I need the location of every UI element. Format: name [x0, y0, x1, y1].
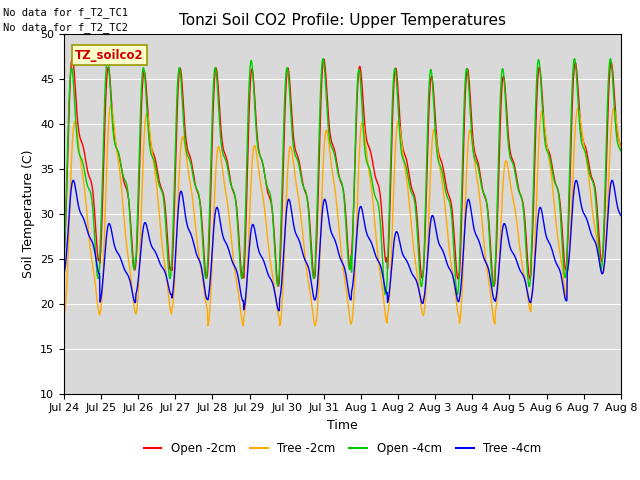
Tree -2cm — [171, 275, 179, 281]
Open -4cm — [544, 149, 552, 155]
Open -2cm — [161, 197, 168, 203]
Tree -4cm — [572, 178, 580, 183]
Tree -2cm — [60, 312, 68, 318]
Line: Open -4cm: Open -4cm — [64, 59, 621, 295]
Legend: Open -2cm, Tree -2cm, Open -4cm, Tree -4cm: Open -2cm, Tree -2cm, Open -4cm, Tree -4… — [139, 437, 546, 460]
Tree -2cm — [617, 147, 625, 153]
Open -2cm — [482, 196, 490, 202]
Tree -4cm — [221, 238, 228, 243]
Open -4cm — [60, 258, 68, 264]
Tree -4cm — [543, 237, 551, 242]
Open -2cm — [272, 254, 280, 260]
Tree -2cm — [272, 293, 280, 299]
Open -4cm — [482, 196, 490, 202]
Line: Tree -2cm: Tree -2cm — [64, 105, 621, 326]
Text: TZ_soilco2: TZ_soilco2 — [75, 49, 144, 62]
Open -2cm — [68, 55, 76, 61]
X-axis label: Time: Time — [327, 419, 358, 432]
Tree -4cm — [482, 259, 490, 265]
Open -4cm — [161, 204, 168, 209]
Tree -2cm — [107, 102, 115, 108]
Tree -2cm — [312, 323, 319, 329]
Tree -4cm — [617, 213, 625, 218]
Text: No data for f_T2_TC1: No data for f_T2_TC1 — [3, 7, 128, 18]
Line: Open -2cm: Open -2cm — [64, 58, 621, 286]
Open -4cm — [617, 148, 625, 154]
Tree -4cm — [171, 270, 179, 276]
Open -4cm — [382, 292, 390, 298]
Open -2cm — [221, 151, 229, 157]
Open -2cm — [60, 252, 68, 257]
Open -2cm — [544, 146, 552, 152]
Tree -2cm — [482, 259, 490, 265]
Tree -4cm — [271, 292, 279, 298]
Tree -4cm — [275, 308, 283, 313]
Open -4cm — [272, 262, 280, 268]
Title: Tonzi Soil CO2 Profile: Upper Temperatures: Tonzi Soil CO2 Profile: Upper Temperatur… — [179, 13, 506, 28]
Line: Tree -4cm: Tree -4cm — [64, 180, 621, 311]
Open -2cm — [617, 143, 625, 148]
Tree -2cm — [221, 185, 229, 191]
Tree -2cm — [544, 148, 552, 154]
Tree -2cm — [161, 259, 168, 264]
Tree -4cm — [160, 267, 168, 273]
Open -2cm — [171, 189, 179, 195]
Tree -4cm — [60, 270, 68, 276]
Y-axis label: Soil Temperature (C): Soil Temperature (C) — [22, 149, 35, 278]
Text: No data for f_T2_TC2: No data for f_T2_TC2 — [3, 22, 128, 33]
Open -4cm — [104, 56, 111, 61]
Open -2cm — [490, 283, 498, 289]
Open -4cm — [221, 156, 229, 161]
Open -4cm — [171, 163, 179, 169]
